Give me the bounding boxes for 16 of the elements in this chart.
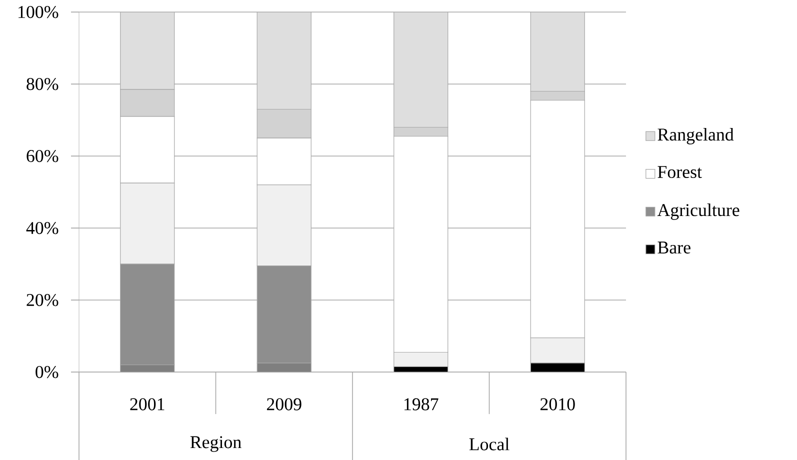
y-tick-label: 60% (26, 150, 58, 162)
y-tick-label: 40% (26, 222, 58, 234)
legend-label: Forest (658, 166, 702, 178)
x-tick-label: 2001 (130, 398, 164, 410)
y-tick-label: 100% (18, 6, 58, 18)
y-tick-label: 20% (26, 294, 58, 306)
x-tick-label: 1987 (404, 398, 438, 410)
text: Local (469, 438, 510, 450)
y-tick-label: 0% (36, 366, 58, 378)
legend-label: Rangeland (658, 128, 734, 144)
x-tick-label: 2010 (540, 398, 575, 410)
x-tick-label: 2009 (266, 398, 302, 410)
legend-label: Bare (658, 241, 690, 254)
y-tick-label: 80% (26, 78, 58, 90)
legend-label: Agriculture (657, 203, 740, 220)
text: Region (190, 436, 242, 452)
